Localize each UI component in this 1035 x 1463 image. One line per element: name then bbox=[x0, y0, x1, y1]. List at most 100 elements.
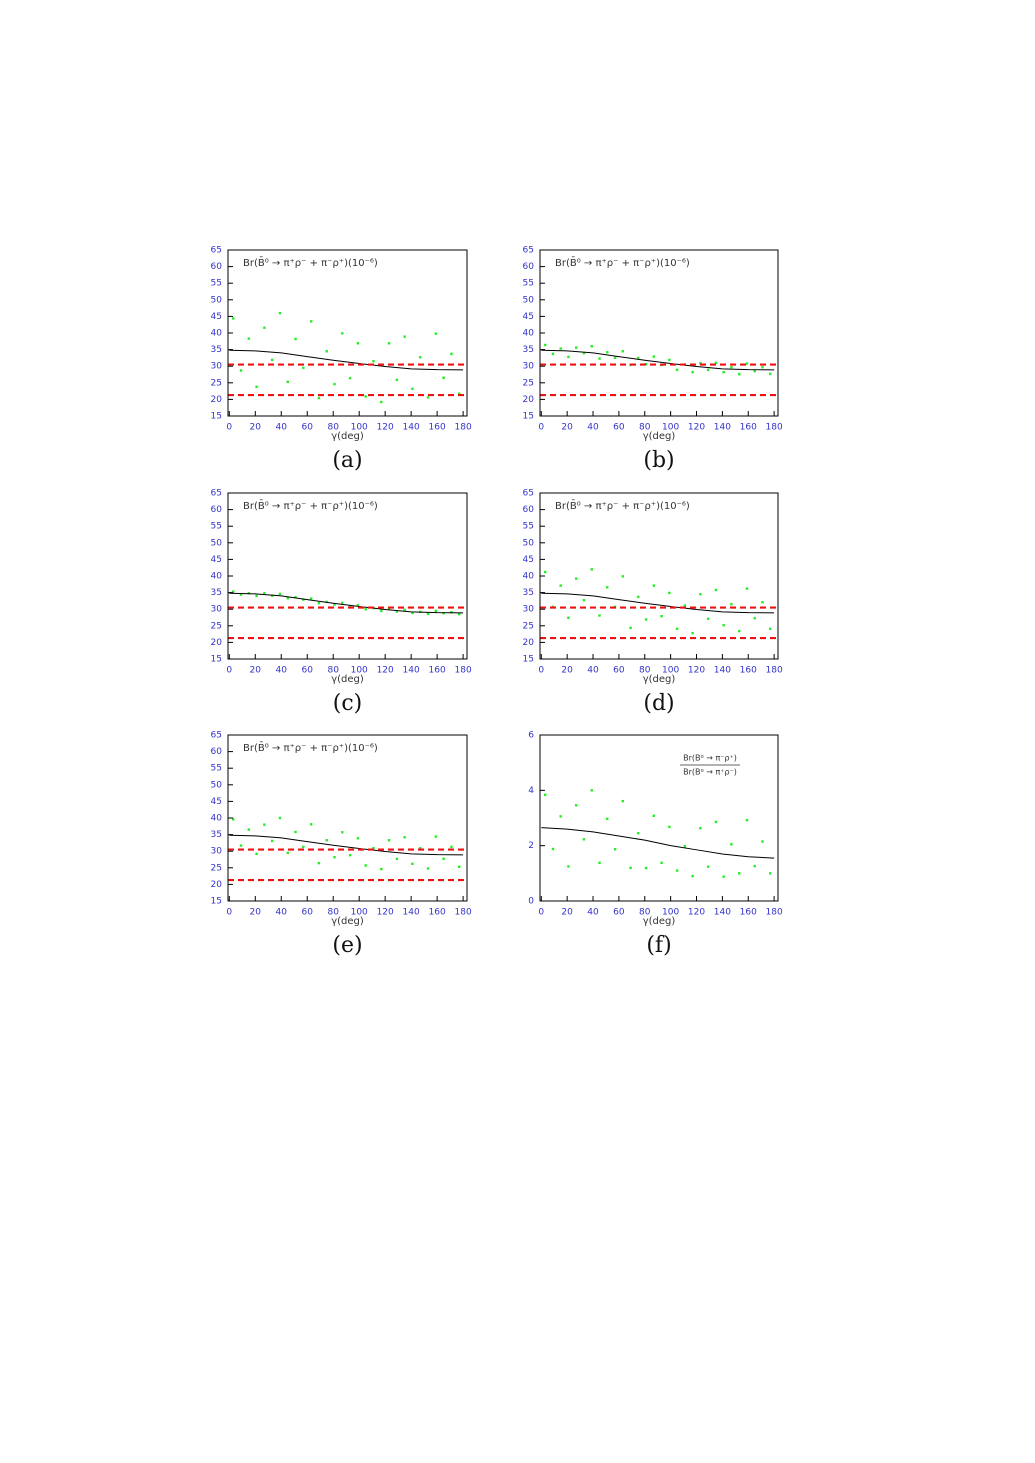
y-tick-label: 60 bbox=[523, 262, 535, 272]
x-tick-label: 60 bbox=[613, 908, 625, 918]
y-tick-label: 25 bbox=[523, 621, 534, 631]
point bbox=[356, 342, 360, 345]
point bbox=[644, 363, 648, 366]
y-tick-label: 55 bbox=[211, 522, 222, 532]
x-tick-label: 120 bbox=[377, 908, 394, 918]
point bbox=[286, 851, 289, 855]
point bbox=[263, 326, 266, 329]
point bbox=[309, 320, 313, 323]
point bbox=[714, 361, 718, 365]
axes-box bbox=[539, 492, 779, 660]
point bbox=[730, 843, 733, 846]
y-tick-label: 35 bbox=[211, 588, 222, 598]
y-tick-label: 50 bbox=[523, 538, 535, 548]
point bbox=[668, 358, 671, 362]
point bbox=[286, 380, 289, 384]
y-tick-label: 50 bbox=[523, 295, 535, 305]
point bbox=[348, 376, 352, 380]
point bbox=[395, 857, 399, 861]
x-tick-label: 160 bbox=[429, 423, 446, 433]
point bbox=[302, 598, 305, 601]
point bbox=[325, 839, 328, 842]
point bbox=[613, 356, 617, 360]
point bbox=[753, 369, 756, 373]
point bbox=[348, 605, 352, 608]
x-tick-label: 80 bbox=[327, 423, 339, 433]
point bbox=[637, 356, 640, 360]
point bbox=[575, 577, 578, 580]
x-axis-label: γ(deg) bbox=[331, 431, 364, 442]
point bbox=[730, 365, 733, 369]
point bbox=[450, 352, 453, 356]
axes-box bbox=[539, 734, 779, 902]
point bbox=[598, 357, 601, 360]
y-tick-label: 65 bbox=[523, 246, 534, 256]
point bbox=[239, 844, 243, 847]
point bbox=[675, 869, 679, 872]
y-tick-label: 15 bbox=[211, 655, 222, 665]
point bbox=[434, 835, 438, 838]
point bbox=[660, 614, 663, 618]
panel-title: Br(B̄⁰ → π⁺ρ⁻ + π⁻ρ⁺)(10⁻⁶) bbox=[243, 256, 378, 269]
point bbox=[613, 848, 617, 851]
point bbox=[551, 847, 555, 851]
point bbox=[364, 395, 367, 398]
x-tick-label: 20 bbox=[561, 423, 573, 433]
point bbox=[644, 618, 648, 621]
point bbox=[691, 874, 694, 878]
point bbox=[652, 584, 656, 587]
point bbox=[450, 845, 453, 849]
x-tick-label: 0 bbox=[226, 666, 232, 676]
point bbox=[559, 584, 562, 587]
x-axis-label: γ(deg) bbox=[643, 674, 676, 685]
y-tick-label: 35 bbox=[523, 345, 534, 355]
y-tick-label: 30 bbox=[211, 605, 223, 615]
point bbox=[699, 593, 702, 596]
x-tick-label: 180 bbox=[766, 423, 783, 433]
point bbox=[769, 627, 772, 630]
point bbox=[706, 368, 710, 372]
x-tick-label: 160 bbox=[740, 423, 757, 433]
y-tick-label: 50 bbox=[211, 538, 223, 548]
y-tick-label: 40 bbox=[211, 329, 223, 339]
point bbox=[590, 789, 593, 792]
point bbox=[270, 839, 274, 843]
x-tick-label: 180 bbox=[766, 908, 783, 918]
point bbox=[543, 570, 547, 574]
point bbox=[247, 828, 250, 831]
panel-caption: (f) bbox=[646, 933, 671, 958]
point bbox=[450, 610, 453, 614]
point bbox=[380, 867, 383, 871]
point bbox=[458, 612, 461, 616]
panel-caption: (b) bbox=[643, 448, 674, 473]
panel-title: Br(B̄⁰ → π⁺ρ⁻ + π⁻ρ⁺)(10⁻⁶) bbox=[555, 256, 690, 269]
point bbox=[730, 603, 733, 606]
point bbox=[769, 372, 772, 376]
y-tick-label: 20 bbox=[211, 880, 223, 890]
point bbox=[644, 866, 648, 870]
point bbox=[567, 865, 570, 868]
point bbox=[606, 817, 609, 821]
y-tick-label: 30 bbox=[523, 362, 535, 372]
point bbox=[426, 612, 430, 616]
point bbox=[722, 370, 725, 374]
point bbox=[348, 853, 352, 857]
point bbox=[567, 616, 570, 620]
point bbox=[387, 607, 391, 611]
y-tick-label: 65 bbox=[211, 246, 222, 256]
y-tick-label: 60 bbox=[211, 505, 223, 515]
x-tick-label: 40 bbox=[587, 423, 599, 433]
point bbox=[675, 368, 679, 372]
point bbox=[278, 816, 282, 820]
panel-caption: (a) bbox=[332, 448, 362, 473]
point bbox=[637, 832, 640, 835]
x-tick-label: 180 bbox=[455, 423, 472, 433]
y-tick-label: 50 bbox=[211, 780, 223, 790]
point bbox=[606, 586, 609, 589]
x-tick-label: 140 bbox=[403, 908, 420, 918]
x-tick-label: 160 bbox=[740, 666, 757, 676]
x-tick-label: 80 bbox=[639, 423, 651, 433]
x-tick-label: 60 bbox=[302, 666, 314, 676]
point bbox=[294, 830, 297, 834]
